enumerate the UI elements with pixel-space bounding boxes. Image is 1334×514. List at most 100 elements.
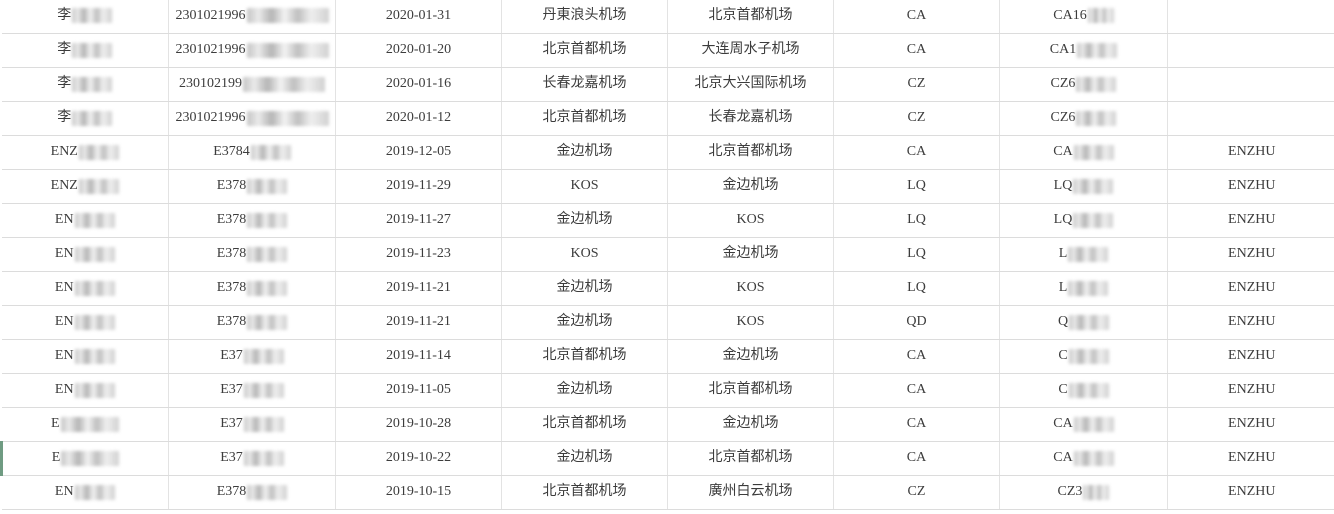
table-row[interactable]: EN E37 2019-11-05 金边机场 北京首都机场 CA C ENZHU	[1, 373, 1334, 408]
remark: ENZHU	[1167, 441, 1334, 476]
passenger-name: 李	[1, 67, 169, 102]
remark-text: ENZHU	[1228, 280, 1276, 295]
remark-text: ENZHU	[1228, 212, 1276, 227]
remark: ENZHU	[1167, 407, 1334, 442]
arrival-airport-text: 廣州白云机场	[708, 484, 793, 499]
table-row[interactable]: 李 230102199 2020-01-16 长春龙嘉机场 北京大兴国际机场 CZ CZ6	[1, 67, 1334, 102]
departure-airport-text: 北京首都机场	[542, 42, 627, 57]
departure-airport-text: 金边机场	[556, 144, 613, 159]
table-row[interactable]: EN E378 2019-10-15 北京首都机场 廣州白云机场 CZ CZ3 ENZHU	[1, 475, 1334, 510]
departure-airport-text: KOS	[570, 178, 599, 193]
remark: ENZHU	[1167, 203, 1334, 238]
passenger-name-redaction-mask	[60, 416, 119, 432]
flight-number-value: LQ	[1054, 178, 1114, 194]
flight-number-value: CZ3	[1058, 484, 1110, 500]
table-row[interactable]: 李 2301021996 2020-01-12 北京首都机场 长春龙嘉机场 CZ CZ6	[1, 101, 1334, 136]
flight-date: 2019-10-15	[335, 475, 502, 510]
table-row[interactable]: ENZ E3784 2019-12-05 金边机场 北京首都机场 CA CA ENZHU	[1, 135, 1334, 170]
id-number-text: E37	[220, 416, 243, 431]
passenger-name-redaction-mask	[74, 314, 115, 330]
passenger-name-text: EN	[54, 484, 74, 499]
flight-date: 2019-12-05	[335, 135, 502, 170]
arrival-airport-value: 北京首都机场	[709, 145, 793, 159]
flight-number-value: CA	[1053, 416, 1114, 432]
remark: ENZHU	[1167, 305, 1334, 340]
passenger-name-text: ENZ	[50, 178, 78, 193]
remark: ENZHU	[1167, 271, 1334, 306]
id-number-text: E37	[220, 450, 243, 465]
passenger-name: ENZ	[1, 169, 169, 204]
flight-date-value: 2020-01-20	[386, 43, 451, 57]
passenger-name: E	[1, 407, 169, 442]
table-row[interactable]: 李 2301021996 2020-01-31 丹東浪头机场 北京首都机场 CA CA16	[1, 0, 1334, 34]
table-row[interactable]: EN E378 2019-11-23 KOS 金边机场 LQ L ENZHU	[1, 237, 1334, 272]
id-number-value: E37	[220, 382, 284, 398]
airline-code-value: LQ	[907, 281, 926, 295]
departure-airport: 金边机场	[501, 441, 668, 476]
id-number-redaction-mask	[247, 280, 288, 296]
remark-value: ENZHU	[1228, 383, 1275, 397]
id-number: 2301021996	[168, 33, 336, 68]
departure-airport-text: 金边机场	[556, 450, 613, 465]
flight-number: L	[999, 271, 1168, 306]
passenger-name-text: ENZ	[50, 144, 78, 159]
airline-code-text: CA	[906, 416, 927, 431]
flight-number-text: CA16	[1053, 7, 1087, 23]
flight-date-text: 2019-11-21	[386, 314, 451, 329]
flight-date: 2019-11-29	[335, 169, 502, 204]
remark-value: ENZHU	[1228, 179, 1275, 193]
flight-date-text: 2020-01-16	[385, 76, 452, 91]
id-number: 2301021996	[168, 101, 336, 136]
flight-date-text: 2019-11-14	[386, 348, 451, 363]
passenger-name-redaction-mask	[74, 348, 115, 364]
passenger-name-redaction-mask	[78, 144, 119, 160]
table-row[interactable]: EN E378 2019-11-21 金边机场 KOS QD Q ENZHU	[1, 305, 1334, 340]
flight-date: 2019-11-21	[335, 305, 502, 340]
airline-code: CA	[833, 33, 1000, 68]
remark-text: ENZHU	[1228, 416, 1276, 431]
flight-number-text: L	[1058, 280, 1068, 295]
flight-number: CZ3	[999, 475, 1168, 510]
id-number-redaction-mask	[247, 314, 288, 330]
flight-number-text: C	[1058, 348, 1068, 363]
id-number: E3784	[168, 135, 336, 170]
passenger-name-value: EN	[55, 212, 115, 228]
table-row[interactable]: ENZ E378 2019-11-29 KOS 金边机场 LQ LQ ENZHU	[1, 169, 1334, 204]
table-row[interactable]: E E37 2019-10-28 北京首都机场 金边机场 CA CA ENZHU	[1, 407, 1334, 442]
arrival-airport: 北京首都机场	[667, 0, 834, 34]
flight-number-value: L	[1058, 280, 1109, 296]
id-number-text: E37	[220, 348, 243, 363]
departure-airport: 金边机场	[501, 203, 668, 238]
id-number-redaction-mask	[243, 348, 284, 364]
arrival-airport: 北京大兴国际机场	[667, 67, 834, 102]
table-row[interactable]: E E37 2019-10-22 金边机场 北京首都机场 CA CA ENZHU	[0, 441, 1334, 476]
arrival-airport: 金边机场	[667, 169, 834, 204]
airline-code-value: CZ	[908, 111, 926, 125]
departure-airport-value: 金边机场	[557, 281, 613, 295]
departure-airport-text: 金边机场	[556, 314, 613, 329]
id-number: E37	[168, 441, 336, 476]
flight-date-text: 2019-11-29	[386, 178, 451, 193]
departure-airport-text: 北京首都机场	[542, 348, 627, 363]
flight-date-text: 2019-11-05	[386, 382, 451, 397]
table-row[interactable]: EN E37 2019-11-14 北京首都机场 金边机场 CA C ENZHU	[1, 339, 1334, 374]
passenger-name: EN	[1, 339, 169, 374]
table-row[interactable]: 李 2301021996 2020-01-20 北京首都机场 大连周水子机场 CA CA1	[1, 33, 1334, 68]
passenger-name-value: ENZ	[50, 178, 119, 194]
flight-date-value: 2020-01-12	[386, 111, 451, 125]
arrival-airport-text: 北京首都机场	[708, 144, 793, 159]
flight-date-text: 2019-11-27	[386, 212, 451, 227]
passenger-name-value: EN	[55, 382, 115, 398]
table-row[interactable]: EN E378 2019-11-21 金边机场 KOS LQ L ENZHU	[1, 271, 1334, 306]
id-number-text: 230102199	[179, 76, 242, 91]
departure-airport: 北京首都机场	[501, 407, 668, 442]
airline-code: LQ	[833, 271, 1000, 306]
passenger-name-text: EN	[54, 246, 74, 261]
table-row[interactable]: EN E378 2019-11-27 金边机场 KOS LQ LQ ENZHU	[1, 203, 1334, 238]
flight-number-redaction-mask	[1069, 314, 1110, 330]
flight-date: 2019-11-05	[335, 373, 502, 408]
passenger-name: ENZ	[1, 135, 169, 170]
airline-code-value: CA	[907, 349, 926, 363]
flight-number: CZ6	[999, 67, 1168, 102]
